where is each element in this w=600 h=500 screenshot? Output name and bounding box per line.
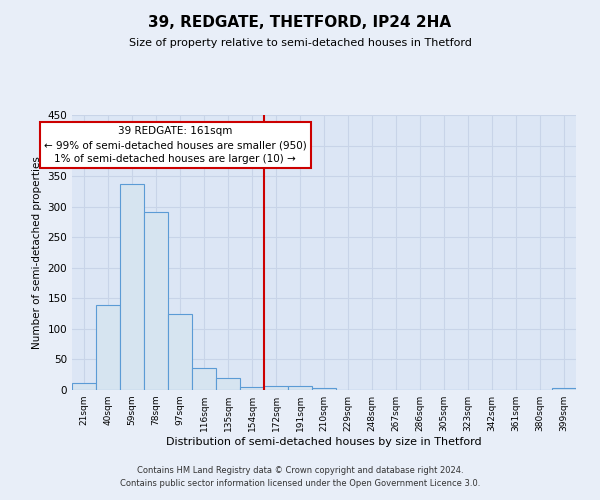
Bar bbox=[240, 387, 264, 390]
Bar bbox=[72, 384, 96, 390]
Bar bbox=[192, 368, 216, 390]
Text: 39, REDGATE, THETFORD, IP24 2HA: 39, REDGATE, THETFORD, IP24 2HA bbox=[148, 15, 452, 30]
Text: Size of property relative to semi-detached houses in Thetford: Size of property relative to semi-detach… bbox=[128, 38, 472, 48]
X-axis label: Distribution of semi-detached houses by size in Thetford: Distribution of semi-detached houses by … bbox=[166, 437, 482, 447]
Bar bbox=[312, 388, 336, 390]
Text: Contains HM Land Registry data © Crown copyright and database right 2024.
Contai: Contains HM Land Registry data © Crown c… bbox=[120, 466, 480, 487]
Bar bbox=[96, 305, 120, 390]
Bar bbox=[264, 386, 288, 390]
Bar bbox=[120, 184, 144, 390]
Bar bbox=[168, 314, 192, 390]
Bar bbox=[144, 212, 168, 390]
Text: 39 REDGATE: 161sqm
← 99% of semi-detached houses are smaller (950)
1% of semi-de: 39 REDGATE: 161sqm ← 99% of semi-detache… bbox=[44, 126, 307, 164]
Bar bbox=[288, 386, 312, 390]
Bar bbox=[216, 378, 240, 390]
Bar bbox=[552, 388, 576, 390]
Y-axis label: Number of semi-detached properties: Number of semi-detached properties bbox=[32, 156, 42, 349]
